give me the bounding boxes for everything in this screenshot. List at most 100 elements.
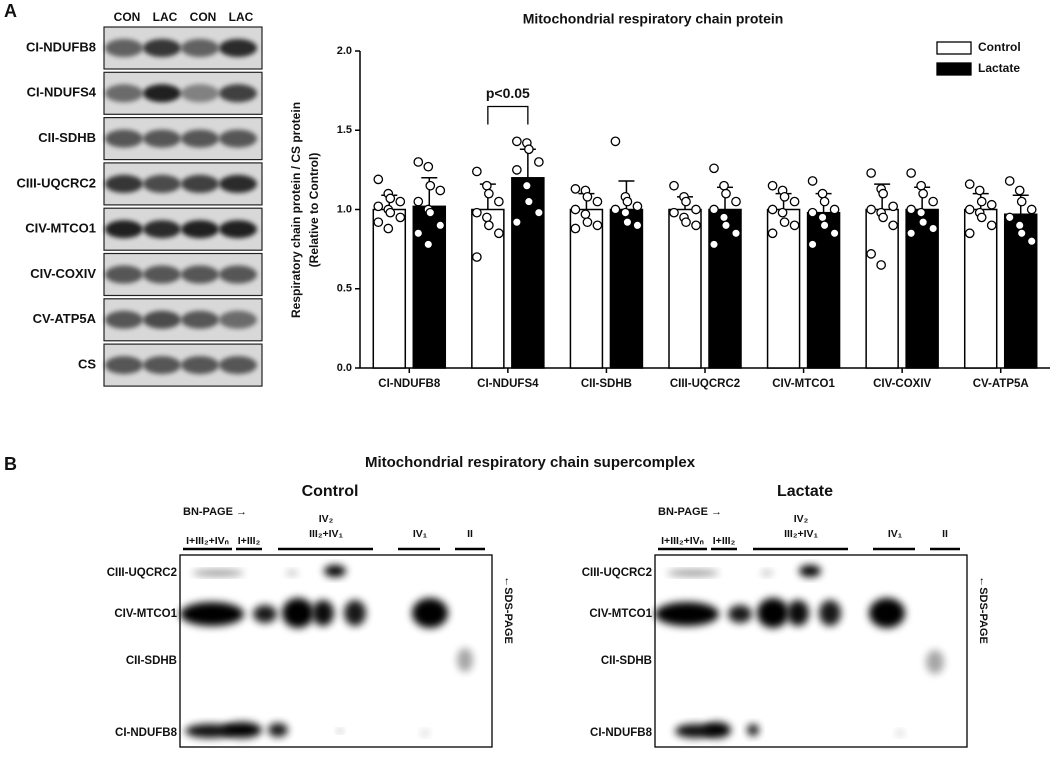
blot-band	[181, 174, 219, 193]
data-point	[610, 136, 621, 147]
blot-band	[181, 129, 219, 148]
blot-band	[105, 220, 143, 239]
data-point	[423, 239, 434, 250]
gel-row-label: CII-SDHB	[126, 655, 177, 667]
bn-page-label: BN-PAGE →	[658, 506, 722, 518]
data-point	[709, 239, 719, 250]
data-point	[482, 212, 492, 223]
data-point	[512, 165, 522, 175]
bar	[511, 177, 545, 369]
complex-label: I+III₂	[713, 535, 736, 547]
bar	[569, 208, 604, 369]
gel-spot	[282, 598, 314, 628]
data-point	[817, 212, 828, 223]
data-point	[709, 204, 719, 215]
gel-box	[179, 554, 493, 748]
data-point	[1004, 176, 1015, 186]
data-point	[918, 188, 928, 199]
gel-spot	[761, 570, 773, 576]
gel-spot	[222, 722, 262, 738]
blot-band	[143, 129, 181, 148]
gel-row-label: CIV-MTCO1	[114, 608, 177, 620]
gel-spot	[869, 598, 905, 628]
gel-spot	[703, 722, 731, 738]
data-point	[888, 201, 898, 212]
complex-label: IV₂	[319, 513, 334, 525]
gel-spot	[412, 598, 448, 628]
x-tick-label: CIV-MTCO1	[772, 378, 835, 390]
data-point	[472, 252, 482, 262]
gel-row-label: CI-NDUFB8	[115, 727, 178, 739]
gel-spot	[457, 648, 473, 672]
gel-spot	[421, 730, 429, 736]
blot-band	[105, 129, 143, 148]
data-point	[779, 191, 790, 202]
data-point	[1016, 196, 1027, 207]
data-point	[986, 220, 997, 231]
data-point	[610, 204, 621, 215]
data-point	[512, 136, 522, 147]
panel-label: B	[4, 454, 17, 474]
data-point	[669, 207, 679, 218]
gel-spot	[747, 724, 759, 736]
data-point	[622, 217, 633, 228]
data-point	[928, 196, 938, 207]
bar	[668, 208, 702, 369]
y-tick-label: 1.0	[337, 203, 352, 215]
data-point	[632, 201, 643, 212]
data-point	[582, 191, 593, 202]
blot-band	[219, 129, 257, 148]
data-point	[829, 228, 840, 239]
blot-band	[143, 84, 181, 103]
data-point	[383, 223, 394, 234]
blot-band	[143, 356, 181, 375]
data-point	[385, 207, 396, 218]
data-point	[767, 180, 778, 191]
data-point	[373, 174, 384, 185]
data-point	[395, 212, 406, 223]
y-tick-label: 2.0	[337, 45, 352, 57]
data-point	[976, 212, 987, 223]
annotation: p<0.05	[486, 85, 530, 101]
complex-label: I+III₂+IVₙ	[661, 535, 705, 547]
gel-spot	[757, 598, 789, 628]
data-point	[472, 166, 482, 177]
data-point	[964, 179, 975, 189]
blot-band	[219, 84, 257, 103]
complex-label: III₂+IV₁	[784, 528, 818, 540]
complex-label: IV₁	[413, 528, 427, 540]
data-point	[918, 217, 928, 228]
data-point	[878, 212, 888, 223]
data-point	[721, 188, 731, 199]
gel-spot	[655, 602, 719, 626]
legend-label: Control	[978, 40, 1021, 54]
data-point	[472, 207, 482, 218]
blot-band	[143, 265, 181, 284]
data-point	[819, 220, 830, 231]
blot-band	[181, 39, 219, 57]
sds-page-label: ←SDS-PAGE	[977, 576, 989, 644]
blot-band	[105, 265, 143, 284]
blot-band	[219, 220, 257, 239]
data-point	[876, 260, 886, 270]
data-point	[721, 220, 731, 231]
legend-swatch	[936, 41, 972, 55]
data-point	[425, 207, 436, 218]
data-point	[1026, 236, 1037, 247]
complex-label: II	[942, 528, 948, 540]
gel-spot	[667, 570, 719, 576]
data-point	[534, 207, 544, 218]
data-point	[829, 204, 840, 215]
gel-spot	[185, 724, 235, 738]
blot-band	[105, 356, 143, 375]
blot-label: CIV-COXIV	[30, 266, 96, 281]
data-point	[916, 180, 926, 191]
gel-spot	[324, 565, 346, 577]
gel-row-label: CIII-UQCRC2	[107, 567, 177, 579]
blot-band	[143, 220, 181, 239]
data-point	[807, 239, 818, 250]
blot-label: CII-SDHB	[38, 130, 96, 145]
bn-page-label: BN-PAGE →	[183, 506, 247, 518]
data-point	[1014, 185, 1025, 196]
